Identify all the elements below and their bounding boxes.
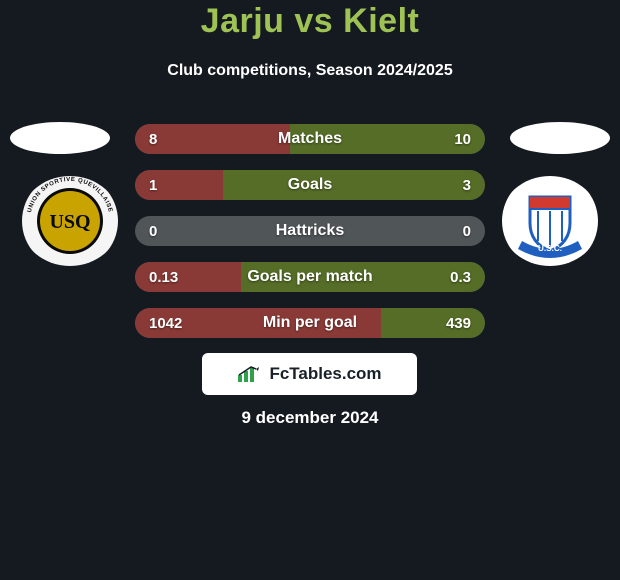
club-crest-right: U.S.C.	[500, 176, 600, 266]
crest-right-svg: U.S.C.	[500, 176, 600, 266]
watermark-text: FcTables.com	[269, 364, 381, 384]
bar-chart-icon	[237, 365, 263, 383]
stat-row-min-per-goal: 1042439Min per goal	[135, 308, 485, 338]
stat-value-left: 8	[149, 124, 157, 154]
stat-label: Hattricks	[135, 216, 485, 246]
stat-row-goals-per-match: 0.130.3Goals per match	[135, 262, 485, 292]
stat-row-goals: 13Goals	[135, 170, 485, 200]
stat-value-right: 0	[463, 216, 471, 246]
comparison-infographic: Jarju vs Kielt Club competitions, Season…	[0, 0, 620, 580]
stat-value-left: 0.13	[149, 262, 178, 292]
date-text: 9 december 2024	[0, 408, 620, 428]
svg-text:USQ: USQ	[49, 211, 90, 233]
stat-value-left: 1	[149, 170, 157, 200]
crest-left-svg: USQ UNION SPORTIVE QUEVILLAISE	[20, 176, 120, 266]
subtitle: Club competitions, Season 2024/2025	[0, 62, 620, 80]
watermark: FcTables.com	[202, 353, 417, 395]
player1-name: Jarju	[201, 2, 285, 40]
page-title: Jarju vs Kielt	[0, 2, 620, 41]
bar-fill-right	[241, 262, 485, 292]
bar-fill-right	[223, 170, 486, 200]
stat-value-right: 439	[446, 308, 471, 338]
stat-value-right: 3	[463, 170, 471, 200]
stat-value-right: 0.3	[450, 262, 471, 292]
flag-right	[510, 122, 610, 154]
club-crest-left: USQ UNION SPORTIVE QUEVILLAISE	[20, 176, 120, 266]
stat-value-right: 10	[454, 124, 471, 154]
vs-label: vs	[294, 2, 333, 40]
stat-row-hattricks: 0 0Hattricks	[135, 216, 485, 246]
bar-fill-left	[135, 124, 290, 154]
flag-left	[10, 122, 110, 154]
svg-text:U.S.C.: U.S.C.	[538, 244, 562, 253]
stat-value-left: 1042	[149, 308, 182, 338]
player2-name: Kielt	[343, 2, 419, 40]
stat-row-matches: 810Matches	[135, 124, 485, 154]
stat-bars: 810Matches13Goals00Hattricks0.130.3Goals…	[135, 124, 485, 354]
stat-value-left: 0	[149, 216, 157, 246]
